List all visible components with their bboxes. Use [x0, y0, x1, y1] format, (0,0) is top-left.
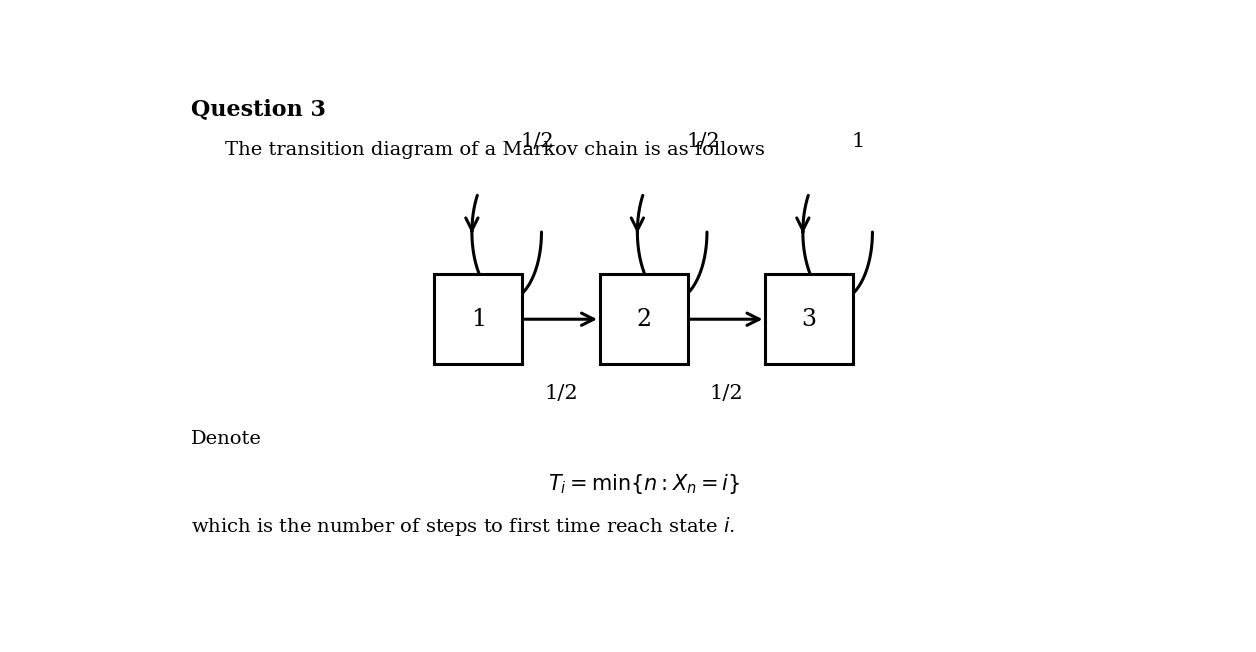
Text: 1/2: 1/2: [544, 385, 578, 404]
Text: 1: 1: [852, 132, 865, 151]
Text: $T_i = \mathrm{min}\{n : X_n = i\}$: $T_i = \mathrm{min}\{n : X_n = i\}$: [548, 472, 740, 496]
Text: 3: 3: [801, 308, 816, 331]
Text: 1/2: 1/2: [521, 132, 554, 151]
Bar: [435, 274, 522, 364]
Text: Question 3: Question 3: [191, 98, 327, 121]
Bar: [600, 274, 687, 364]
Text: Denote: Denote: [191, 430, 263, 448]
Bar: [765, 274, 853, 364]
Text: 1: 1: [471, 308, 486, 331]
Text: 2: 2: [636, 308, 652, 331]
Text: 1/2: 1/2: [710, 385, 744, 404]
Text: 1/2: 1/2: [686, 132, 720, 151]
Text: which is the number of steps to first time reach state $i$.: which is the number of steps to first ti…: [191, 515, 735, 538]
Text: The transition diagram of a Markov chain is as follows: The transition diagram of a Markov chain…: [225, 141, 765, 159]
